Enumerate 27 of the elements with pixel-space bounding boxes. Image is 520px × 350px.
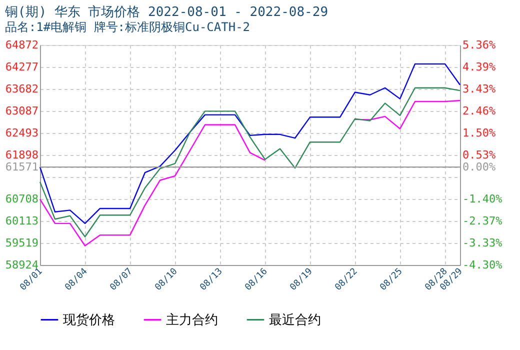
y2-tick-label: -1.40%: [462, 192, 503, 206]
y-tick-label: 63087: [5, 104, 38, 118]
y-tick-label: 63682: [5, 82, 38, 96]
y-tick-label: 61571: [5, 160, 38, 174]
y-tick-label: 60708: [5, 192, 38, 206]
y2-tick-label: 5.36%: [462, 38, 496, 52]
y-tick-label: 64872: [5, 38, 38, 52]
y-tick-label: 64277: [5, 60, 38, 74]
y2-tick-label: -2.37%: [462, 214, 503, 228]
y2-tick-label: 0.53%: [462, 148, 496, 162]
y2-tick-label: -4.30%: [462, 258, 503, 272]
y-tick-label: 62493: [5, 126, 38, 140]
chart-subtitle: 品名:1#电解铜 牌号:标准阴极铜Cu-CATH-2: [4, 20, 250, 34]
y2-tick-label: 3.43%: [462, 82, 496, 96]
line-series: [39, 63, 461, 224]
y2-tick-label: -3.33%: [462, 236, 503, 250]
y2-tick-label: 0.00%: [462, 160, 496, 174]
chart-title: 铜(期) 华东 市场价格 2022-08-01 - 2022-08-29: [4, 5, 328, 20]
y2-tick-label: 1.50%: [462, 126, 496, 140]
y-tick-label: 60113: [5, 214, 38, 228]
legend-label: 最近合约: [269, 312, 321, 327]
y2-tick-label: 2.46%: [462, 104, 496, 118]
y-tick-label: 61898: [5, 148, 38, 162]
y2-tick-label: 4.39%: [462, 60, 496, 74]
legend-label: 现货价格: [63, 312, 115, 327]
legend-label: 主力合约: [166, 312, 218, 327]
y-tick-label: 59519: [5, 236, 38, 250]
